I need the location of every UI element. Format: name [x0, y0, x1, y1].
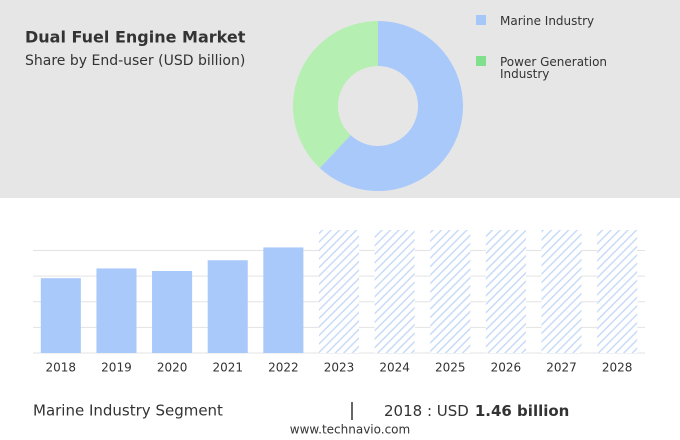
x-tick-label: 2022 [268, 361, 299, 375]
donut [293, 21, 464, 191]
legend-item: Power Generation Industry [476, 56, 620, 80]
bar [96, 268, 137, 353]
footer-segment: Marine Industry Segment [33, 402, 223, 420]
x-tick-label: 2019 [101, 361, 132, 375]
footer-amount: 1.46 billion [475, 402, 570, 420]
forecast-placeholder [597, 230, 638, 353]
footer-year: 2018 : USD [384, 402, 469, 420]
donut-slice [319, 21, 464, 191]
source: www.technavio.com [290, 423, 410, 437]
legend-item: Marine Industry [476, 15, 620, 27]
chart-title: Dual Fuel Engine Market [25, 28, 246, 47]
x-tick-label: 2028 [602, 361, 633, 375]
x-tick-label: 2027 [546, 361, 577, 375]
x-tick-label: 2024 [379, 361, 410, 375]
forecast-placeholder [430, 230, 471, 353]
legend-swatch [476, 56, 486, 66]
bar [263, 247, 304, 353]
x-tick-label: 2018 [46, 361, 77, 375]
x-tick-label: 2026 [491, 361, 522, 375]
forecast-placeholder [485, 230, 526, 353]
legend-swatch [476, 15, 486, 25]
footer-value: 2018 : USD 1.46 billion [384, 402, 569, 420]
donut-slice [293, 21, 378, 168]
bar-chart: 2018 2019 2020 2021 2022 2023 2024 2025 2026 2027… [33, 230, 645, 375]
x-tick-label: 2020 [157, 361, 188, 375]
legend-label: Marine Industry [500, 14, 595, 28]
x-tick-label: 2021 [212, 361, 243, 375]
bar [152, 271, 193, 353]
chart-subtitle: Share by End-user (USD billion) [25, 53, 245, 69]
bar [207, 260, 248, 353]
forecast-placeholder [318, 230, 360, 353]
bar [40, 278, 81, 353]
forecast-placeholder [541, 230, 582, 353]
x-tick-label: 2023 [324, 361, 355, 375]
forecast-placeholder [374, 230, 415, 353]
x-tick-label: 2025 [435, 361, 466, 375]
legend-label: Power Generation Industry [500, 55, 608, 81]
